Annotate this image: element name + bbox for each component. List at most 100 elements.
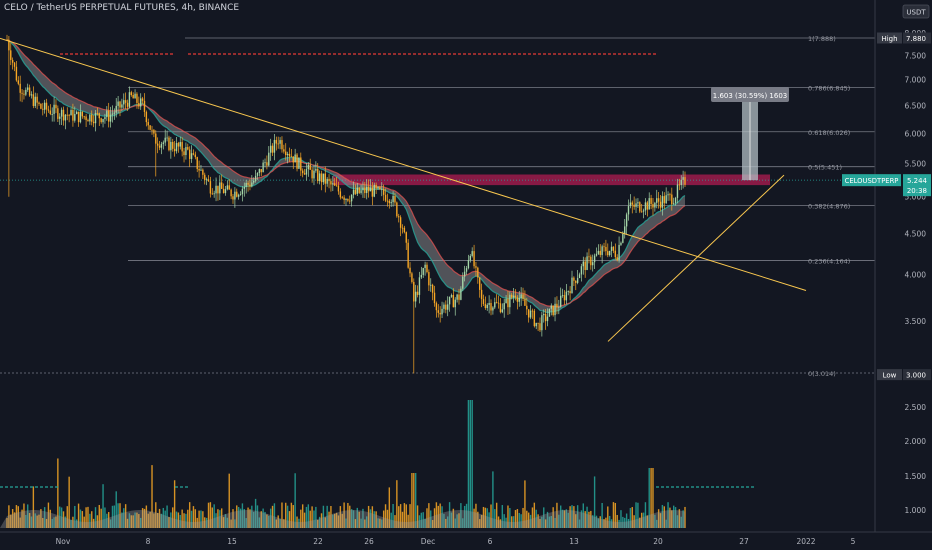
candles — [6, 34, 686, 374]
candle-body — [490, 302, 492, 311]
candle-body — [678, 184, 681, 186]
candle-body — [301, 170, 304, 174]
candle-body — [271, 145, 274, 153]
candle-body — [394, 195, 396, 203]
symbol-badge-bg — [842, 174, 901, 187]
time-tick-label: 27 — [739, 537, 749, 546]
volume-bar — [394, 515, 396, 528]
volume-bar — [405, 504, 407, 528]
candle-body — [448, 296, 451, 305]
candle-body — [654, 202, 656, 208]
volume-bar — [646, 515, 649, 528]
volume-bar — [213, 504, 215, 528]
candle-body — [215, 185, 217, 194]
volume-bar — [239, 508, 242, 528]
volume-bar — [608, 515, 611, 528]
candle-body — [509, 294, 511, 308]
volume-bar — [123, 508, 125, 528]
candle-body — [656, 198, 658, 203]
candle-body — [366, 186, 368, 194]
volume-bar — [452, 508, 455, 528]
candle-body — [439, 312, 441, 315]
candle-body — [524, 298, 526, 306]
ascending-trendline — [607, 174, 785, 342]
volume-bar — [104, 507, 106, 528]
interval-label[interactable]: 4h — [181, 3, 193, 13]
volume-bar — [115, 491, 117, 528]
volume-bar — [254, 498, 257, 528]
volume-bar — [352, 510, 355, 528]
candle-body — [164, 137, 166, 143]
candle-body — [563, 295, 566, 301]
volume-bar — [533, 502, 536, 528]
volume-bar — [552, 507, 554, 528]
volume-bar — [367, 505, 370, 528]
candle-body — [74, 114, 76, 121]
candle-body — [471, 251, 473, 256]
price-tick-label: 5.500 — [905, 160, 927, 169]
candle-body — [511, 294, 513, 298]
candle-body — [305, 169, 308, 175]
candle-body — [130, 92, 132, 95]
candle-body — [480, 289, 483, 300]
candle-body — [375, 184, 377, 189]
candle-body — [473, 251, 475, 267]
volume-bar — [268, 515, 270, 528]
volume-bar — [89, 513, 91, 528]
volume-bar — [72, 516, 74, 528]
time-tick-label: 6 — [488, 537, 493, 546]
volume-bar — [624, 517, 626, 528]
price-tick-label: 5.000 — [905, 193, 927, 202]
candle-body — [30, 94, 33, 96]
volume-bar — [160, 513, 163, 528]
volume-bar — [586, 506, 588, 528]
volume-bar — [558, 514, 560, 528]
volume-bar — [407, 514, 409, 528]
volume-bar — [275, 519, 278, 528]
candle-body — [644, 202, 647, 211]
volume-bar — [204, 517, 206, 528]
candle-body — [173, 148, 176, 152]
volume-bar — [145, 505, 148, 528]
volume-bar — [503, 514, 505, 528]
candle-body — [341, 197, 343, 199]
volume-bar — [561, 509, 564, 528]
candle-body — [285, 151, 287, 156]
candle-body — [669, 194, 671, 196]
candle-body — [443, 304, 445, 309]
candle-body — [665, 195, 667, 204]
volume-bar — [556, 502, 558, 528]
candle-body — [401, 227, 404, 229]
candle-body — [260, 169, 262, 173]
volume-bar — [251, 505, 253, 528]
candle-body — [209, 181, 212, 194]
candle-body — [286, 153, 289, 156]
volume-bar — [94, 507, 97, 528]
volume-bar — [448, 502, 451, 528]
candle-body — [111, 113, 114, 115]
volume-bar — [475, 503, 477, 528]
volume-bar — [607, 506, 609, 528]
candle-body — [624, 226, 626, 234]
volume-bar — [428, 503, 430, 528]
candle-body — [661, 196, 664, 208]
volume-bar — [188, 502, 191, 528]
candle-body — [25, 89, 27, 95]
volume-bar — [392, 503, 394, 528]
candle-body — [23, 93, 25, 95]
candle-body — [34, 96, 36, 106]
candle-body — [428, 272, 430, 286]
volume-bar — [382, 510, 385, 528]
candle-body — [166, 137, 168, 139]
volume-bar — [573, 506, 575, 528]
candle-body — [177, 143, 180, 147]
volume-bar — [311, 506, 313, 528]
high-badge-label: High — [881, 35, 897, 43]
symbol-name[interactable]: CELO / TetherUS PERPETUAL FUTURES — [4, 3, 176, 13]
current-price-value: 5.244 — [907, 177, 928, 185]
candle-body — [98, 113, 100, 119]
candle-body — [350, 194, 353, 202]
candle-body — [17, 80, 19, 84]
volume-bar — [524, 480, 526, 528]
